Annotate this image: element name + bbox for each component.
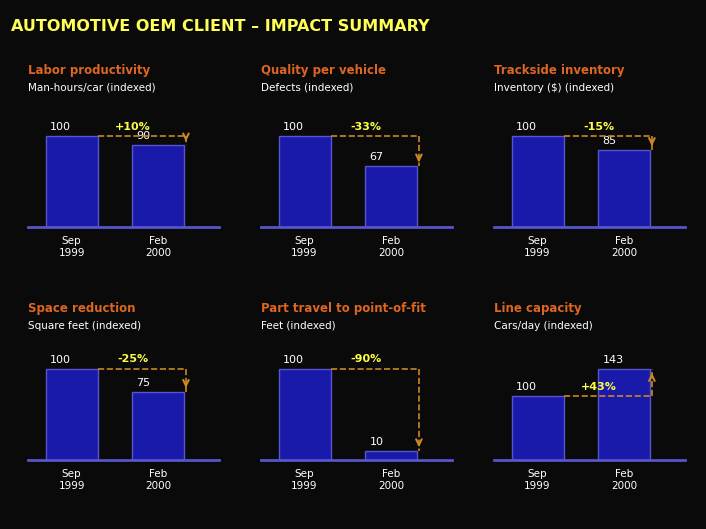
Text: Square feet (indexed): Square feet (indexed) xyxy=(28,321,141,331)
Bar xyxy=(598,369,650,460)
Bar xyxy=(46,369,97,460)
Bar xyxy=(132,392,184,460)
Text: 75: 75 xyxy=(136,378,150,388)
Text: -90%: -90% xyxy=(350,354,382,364)
Text: -15%: -15% xyxy=(583,122,615,132)
Text: 100: 100 xyxy=(50,355,71,365)
Bar xyxy=(365,451,417,460)
Text: 90: 90 xyxy=(136,131,150,141)
Text: Trackside inventory: Trackside inventory xyxy=(494,63,625,77)
Text: 100: 100 xyxy=(283,355,304,365)
Bar xyxy=(512,136,563,227)
Text: Cars/day (indexed): Cars/day (indexed) xyxy=(494,321,593,331)
Bar xyxy=(46,136,97,227)
Bar xyxy=(598,150,650,227)
Bar xyxy=(279,369,330,460)
Text: 85: 85 xyxy=(602,136,616,146)
Text: Feet (indexed): Feet (indexed) xyxy=(261,321,336,331)
Text: Line capacity: Line capacity xyxy=(494,302,582,315)
Text: 100: 100 xyxy=(516,122,537,132)
Bar xyxy=(279,136,330,227)
Text: -25%: -25% xyxy=(117,354,149,364)
Text: Part travel to point-of-fit: Part travel to point-of-fit xyxy=(261,302,426,315)
Bar xyxy=(512,396,563,460)
Text: +43%: +43% xyxy=(581,382,617,391)
Text: 100: 100 xyxy=(283,122,304,132)
Text: Quality per vehicle: Quality per vehicle xyxy=(261,63,386,77)
Text: Inventory ($) (indexed): Inventory ($) (indexed) xyxy=(494,83,614,93)
Text: Man-hours/car (indexed): Man-hours/car (indexed) xyxy=(28,83,156,93)
Bar xyxy=(132,145,184,227)
Text: AUTOMOTIVE OEM CLIENT – IMPACT SUMMARY: AUTOMOTIVE OEM CLIENT – IMPACT SUMMARY xyxy=(11,19,429,33)
Text: Defects (indexed): Defects (indexed) xyxy=(261,83,354,93)
Text: Space reduction: Space reduction xyxy=(28,302,136,315)
Bar xyxy=(365,166,417,227)
Text: -33%: -33% xyxy=(351,122,381,132)
Text: 67: 67 xyxy=(369,152,383,162)
Text: 100: 100 xyxy=(516,382,537,393)
Text: +10%: +10% xyxy=(115,122,151,132)
Text: Labor productivity: Labor productivity xyxy=(28,63,150,77)
Text: 10: 10 xyxy=(369,437,383,447)
Text: 143: 143 xyxy=(602,355,623,365)
Text: 100: 100 xyxy=(50,122,71,132)
